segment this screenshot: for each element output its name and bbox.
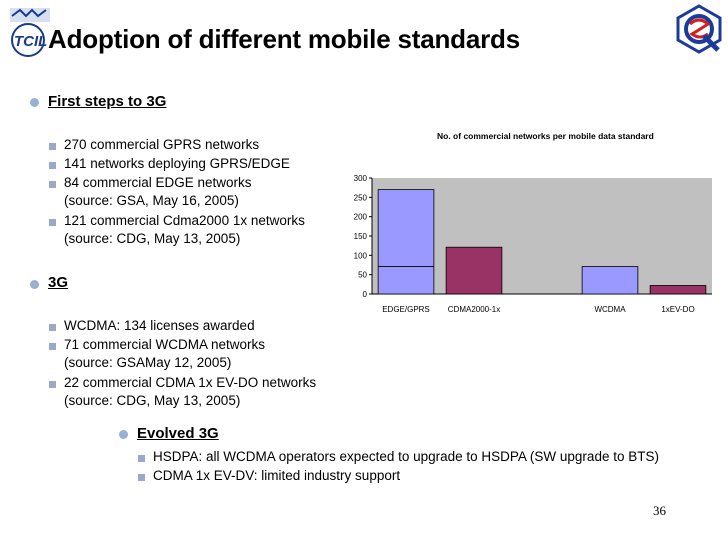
list-item: 141 networks deploying GPRS/EDGE [64,156,290,171]
item-bullet [49,219,56,226]
item-bullet [49,343,56,350]
list-item-source: (source: GSAMay 12, 2005) [64,355,232,370]
list-item: HSDPA: all WCDMA operators expected to u… [153,449,659,464]
bar [377,189,435,295]
logo-icon [674,4,724,54]
item-bullet [49,143,56,150]
y-tick-label: 100 [354,251,368,260]
item-bullet [49,381,56,388]
list-item: 71 commercial WCDMA networks [64,337,266,352]
item-bullet [49,181,56,188]
section-bullet [30,98,39,107]
list-item-source: (source: CDG, May 13, 2005) [64,231,241,246]
list-item: CDMA 1x EV-DV: limited industry support [153,468,401,483]
list-item: 270 commercial GPRS networks [64,137,260,152]
list-item-source: (source: GSA, May 16, 2005) [64,193,239,208]
list-item: 84 commercial EDGE networks [64,175,252,190]
page-number: 36 [653,503,666,518]
x-tick-label: WCDMA [594,305,626,314]
list-item: 22 commercial CDMA 1x EV-DO networks [64,375,317,390]
section-bullet [119,430,128,439]
bar [649,285,707,295]
page-title: Adoption of different mobile standards [48,24,520,54]
list-item-source: (source: CDG, May 13, 2005) [64,393,241,408]
section-heading-3g: 3G [48,274,69,291]
item-bullet [138,455,145,462]
item-bullet [49,162,56,169]
x-tick-label: CDMA2000-1x [448,305,500,314]
section-heading-evolved: Evolved 3G [137,425,219,442]
y-tick-label: 0 [363,290,368,299]
y-tick-label: 300 [354,174,368,183]
x-tick-label: 1xEV-DO [661,305,694,314]
item-bullet [49,324,56,331]
list-item: 121 commercial Cdma2000 1x networks [64,213,305,228]
section-bullet [30,280,39,289]
y-tick-label: 50 [358,271,367,280]
svg-text:TCIL: TCIL [14,33,47,50]
y-tick-label: 250 [354,193,368,202]
item-bullet [138,474,145,481]
y-tick-label: 150 [354,232,368,241]
x-tick-label: EDGE/GPRS [382,305,430,314]
bar [581,266,639,295]
y-tick-label: 200 [354,213,368,222]
chart-title: No. of commercial networks per mobile da… [437,131,654,141]
section-heading-first-steps: First steps to 3G [48,93,167,110]
bar [445,246,503,295]
tcil-logo: TCIL [6,6,56,60]
bar-chart: 0 50 100 150 200 250 300 EDGE/GPRS CDMA2000-1x WC… [354,174,712,314]
list-item: WCDMA: 134 licenses awarded [64,318,255,333]
